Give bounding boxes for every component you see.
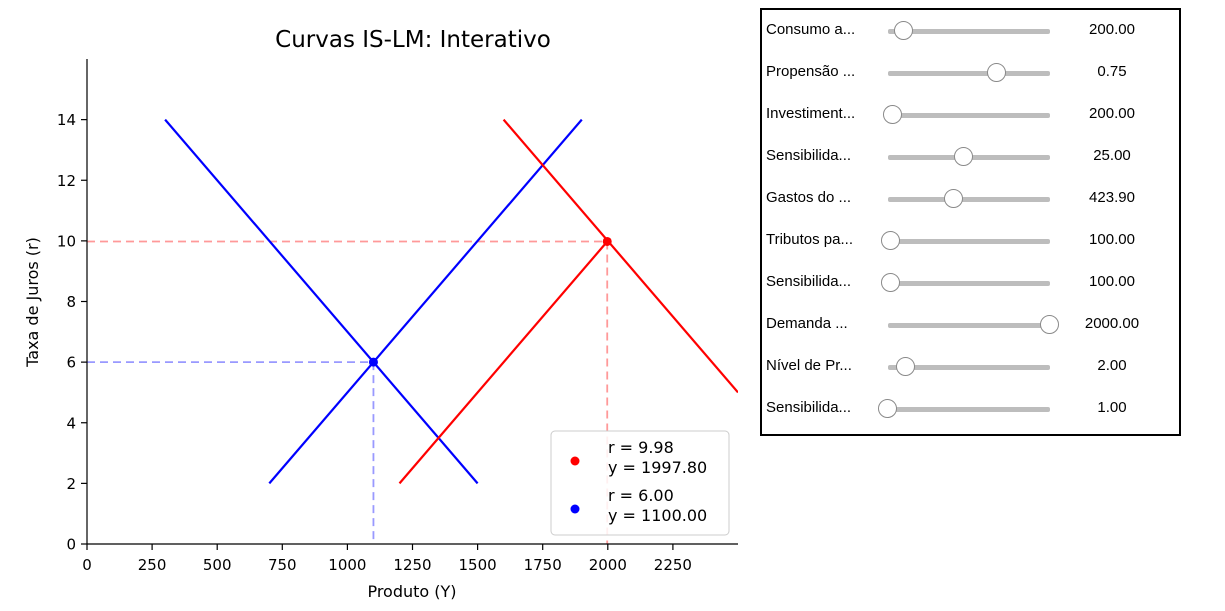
x-axis-label: Produto (Y) [367, 582, 456, 601]
slider-handle[interactable] [954, 147, 974, 166]
slider-label: Tributos pa... [766, 231, 853, 248]
legend-label-0-line-0: r = 9.98 [608, 438, 674, 457]
slider-label: Consumo a... [766, 21, 856, 38]
slider-label: Sensibilida... [766, 147, 852, 164]
controls-panel: Consumo a... 200.00 Propensão ... 0.75 Inves… [760, 8, 1181, 436]
x-tick-label-250: 250 [138, 556, 167, 574]
legend: r = 9.98y = 1997.80 r = 6.00y = 1100.00 [550, 430, 730, 536]
slider-handle[interactable] [1040, 315, 1059, 334]
x-tick-label-1000: 1000 [328, 556, 366, 574]
x-tick-label-2250: 2250 [654, 556, 692, 574]
slider-handle[interactable] [878, 399, 897, 418]
slider-row-2: Investiment... 200.00 [762, 94, 1179, 136]
slider-track[interactable] [882, 105, 1050, 124]
y-axis-label: Taxa de Juros (r) [23, 237, 42, 368]
slider-track[interactable] [888, 357, 1050, 376]
slider-handle[interactable] [944, 189, 964, 208]
slider-value: 0.75 [1097, 63, 1127, 80]
slider-value: 1.00 [1097, 399, 1127, 416]
slider-row-1: Propensão ... 0.75 [762, 52, 1179, 94]
equilibrium-point-0 [602, 236, 612, 246]
x-tick-label-750: 750 [268, 556, 297, 574]
slider-track[interactable] [888, 315, 1059, 334]
slider-value: 100.00 [1089, 273, 1135, 290]
slider-track[interactable] [881, 273, 1050, 292]
legend-label-1-line-0: r = 6.00 [608, 486, 674, 505]
slider-track[interactable] [888, 147, 1050, 166]
slider-handle[interactable] [881, 231, 901, 250]
x-tick-label-500: 500 [203, 556, 232, 574]
slider-label: Nível de Pr... [766, 357, 852, 374]
y-tick-label-14: 14 [57, 111, 76, 129]
slider-row-7: Demanda ... 2000.00 [762, 304, 1179, 346]
legend-label-0-line-1: y = 1997.80 [608, 458, 707, 477]
slider-track[interactable] [888, 21, 1050, 40]
slider-track[interactable] [888, 63, 1050, 82]
x-tick-label-1250: 1250 [393, 556, 431, 574]
slider-label: Propensão ... [766, 63, 856, 80]
slider-row-6: Sensibilida... 100.00 [762, 262, 1179, 304]
legend-marker-1 [570, 504, 580, 514]
y-tick-label-4: 4 [66, 414, 76, 432]
x-tick-label-2000: 2000 [589, 556, 627, 574]
islm-chart: Curvas IS-LM: Interativo Produto (Y) Tax… [23, 27, 738, 601]
x-tick-label-1500: 1500 [459, 556, 497, 574]
chart-svg: Curvas IS-LM: Interativo Produto (Y) Tax… [23, 27, 738, 601]
chart-title: Curvas IS-LM: Interativo [275, 27, 551, 53]
slider-label: Investiment... [766, 105, 856, 122]
slider-label: Sensibilida... [766, 273, 852, 290]
y-tick-label-2: 2 [66, 475, 76, 493]
curve-line-1 [268, 118, 583, 485]
curve-line-0 [164, 118, 479, 485]
slider-row-3: Sensibilida... 25.00 [762, 136, 1179, 178]
legend-label-1-line-1: y = 1100.00 [608, 506, 707, 525]
curve-line-2 [502, 118, 738, 394]
slider-value: 2000.00 [1084, 315, 1140, 332]
equilibrium-point-1 [368, 357, 378, 367]
y-tick-label-6: 6 [66, 354, 76, 372]
slider-track[interactable] [881, 231, 1050, 250]
y-tick-label-12: 12 [57, 172, 76, 190]
curve-line-3 [398, 240, 609, 485]
slider-label: Demanda ... [766, 315, 848, 332]
y-tick-label-0: 0 [66, 536, 76, 554]
slider-value: 25.00 [1093, 147, 1131, 164]
slider-row-9: Sensibilida... 1.00 [762, 388, 1179, 430]
slider-handle[interactable] [986, 63, 1006, 82]
slider-label: Gastos do ... [766, 189, 852, 206]
slider-track[interactable] [888, 189, 1050, 208]
legend-box [550, 430, 730, 536]
slider-handle[interactable] [882, 105, 902, 124]
y-tick-label-10: 10 [57, 232, 76, 250]
y-tick-label-8: 8 [66, 293, 76, 311]
slider-value: 2.00 [1097, 357, 1127, 374]
slider-handle[interactable] [895, 357, 915, 376]
slider-row-0: Consumo a... 200.00 [762, 10, 1179, 52]
slider-value: 423.90 [1089, 189, 1135, 206]
x-tick-label-0: 0 [82, 556, 92, 574]
axes: 0 250 500 750 1000 1250 1500 1750 2000 2250 0 2 4 6 8 1… [57, 59, 738, 574]
x-tick-label-1750: 1750 [524, 556, 562, 574]
slider-row-5: Tributos pa... 100.00 [762, 220, 1179, 262]
slider-value: 100.00 [1089, 231, 1135, 248]
slider-track[interactable] [878, 399, 1050, 418]
legend-marker-0 [570, 456, 580, 466]
slider-row-4: Gastos do ... 423.90 [762, 178, 1179, 220]
slider-handle[interactable] [881, 273, 901, 292]
slider-row-8: Nível de Pr... 2.00 [762, 346, 1179, 388]
slider-handle[interactable] [894, 21, 914, 40]
slider-value: 200.00 [1089, 105, 1135, 122]
slider-value: 200.00 [1089, 21, 1135, 38]
slider-label: Sensibilida... [766, 399, 852, 416]
